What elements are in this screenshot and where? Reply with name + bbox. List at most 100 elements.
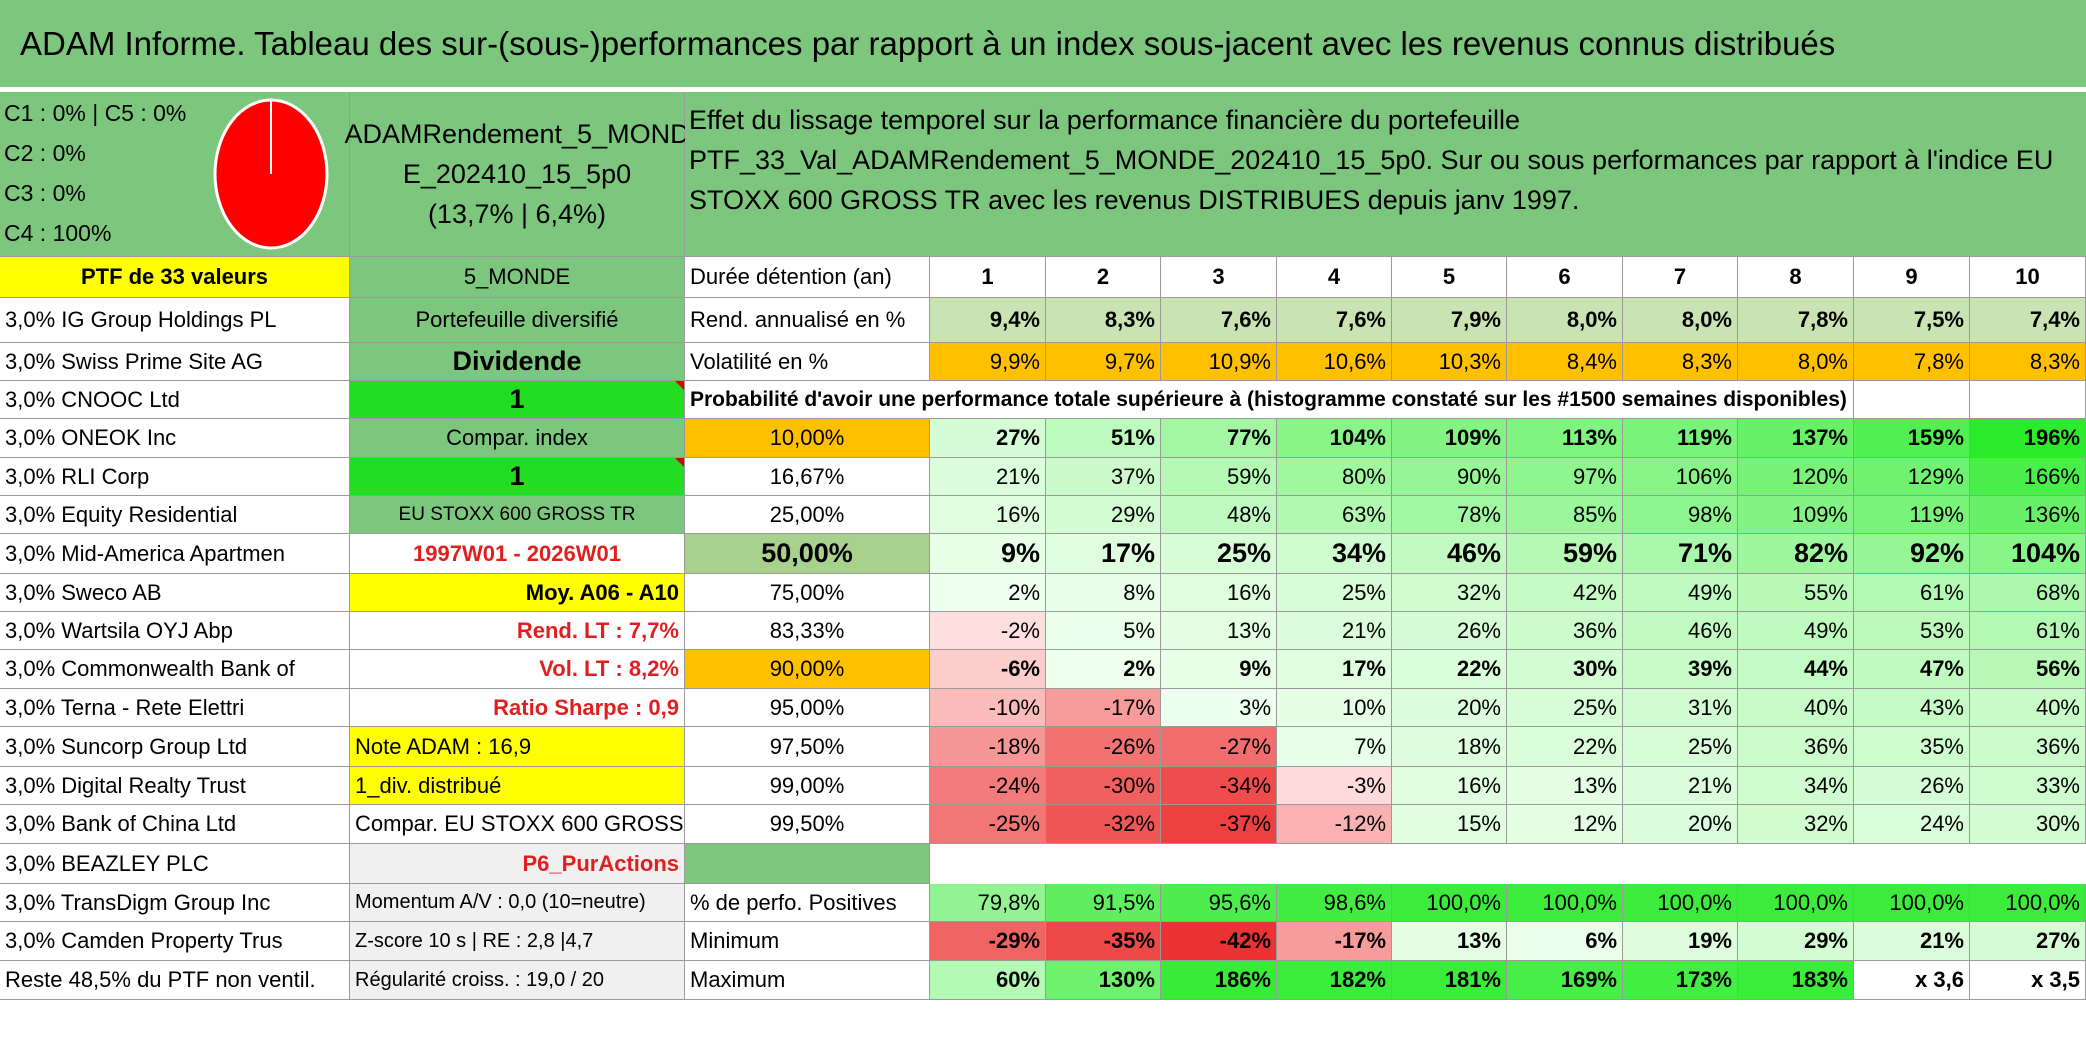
prob-value: 30% [1970, 805, 2086, 844]
year-header-10: 10 [1970, 257, 2086, 298]
prob-value: 21% [1623, 767, 1738, 805]
prob-value: 44% [1738, 650, 1854, 689]
holding-row: 3,0% Equity Residential [0, 496, 350, 534]
holding-row: 3,0% Commonwealth Bank of [0, 650, 350, 689]
holding-row: 3,0% Mid-America Apartmen [0, 534, 350, 574]
prob-value: 32% [1738, 805, 1854, 844]
prob-value: 119% [1623, 419, 1738, 458]
holding-row: 3,0% RLI Corp [0, 458, 350, 496]
empty-cell [1970, 381, 2086, 419]
minimum-value: -35% [1046, 922, 1161, 961]
maximum-label: Maximum [685, 961, 930, 1000]
prob-value: 97% [1507, 458, 1623, 496]
probability-threshold: 16,67% [685, 458, 930, 496]
prob-value: 31% [1623, 689, 1738, 727]
probability-threshold: 50,00% [685, 534, 930, 574]
holding-row: 3,0% Wartsila OYJ Abp [0, 612, 350, 650]
prob-value: 59% [1507, 534, 1623, 574]
prob-value: 63% [1277, 496, 1392, 534]
prob-value: 77% [1161, 419, 1277, 458]
positive-value: 100,0% [1970, 884, 2086, 922]
composition-pie-chart [213, 98, 329, 250]
holding-row: 3,0% Terna - Rete Elettri [0, 689, 350, 727]
prob-value: 159% [1854, 419, 1970, 458]
prob-value: 13% [1507, 767, 1623, 805]
prob-value: 129% [1854, 458, 1970, 496]
prob-value: 17% [1046, 534, 1161, 574]
prob-value: 2% [1046, 650, 1161, 689]
vol-value: 9,9% [930, 343, 1046, 381]
positive-value: 100,0% [1507, 884, 1623, 922]
prob-value: 47% [1854, 650, 1970, 689]
probability-threshold: 99,50% [685, 805, 930, 844]
prob-value: -26% [1046, 727, 1161, 767]
rend-label: Rend. annualisé en % [685, 298, 930, 343]
holding-row: Reste 48,5% du PTF non ventil. [0, 961, 350, 1000]
minimum-value: -42% [1161, 922, 1277, 961]
prob-value: 29% [1046, 496, 1161, 534]
vol-value: 10,6% [1277, 343, 1392, 381]
maximum-value: 60% [930, 961, 1046, 1000]
year-header-9: 9 [1854, 257, 1970, 298]
prob-value: 46% [1392, 534, 1507, 574]
positives-label: % de perfo. Positives [685, 884, 930, 922]
description-line1: Effet du lissage temporel sur la perform… [689, 105, 1520, 135]
prob-value: 136% [1970, 496, 2086, 534]
maximum-value: 182% [1277, 961, 1392, 1000]
year-header-3: 3 [1161, 257, 1277, 298]
prob-value: 196% [1970, 419, 2086, 458]
maximum-value: 169% [1507, 961, 1623, 1000]
prob-value: 9% [1161, 650, 1277, 689]
prob-value: 21% [930, 458, 1046, 496]
holding-row: 3,0% TransDigm Group Inc [0, 884, 350, 922]
holding-row: 3,0% Suncorp Group Ltd [0, 727, 350, 767]
prob-value: -10% [930, 689, 1046, 727]
prob-value: 2% [930, 574, 1046, 612]
report-title: ADAM Informe. Tableau des sur-(sous-)per… [0, 0, 2086, 87]
average-range: Moy. A06 - A10 [350, 574, 685, 612]
prob-value: 24% [1854, 805, 1970, 844]
portfolio-ratio: (13,7% | 6,4%) [427, 199, 607, 229]
prob-value: 21% [1277, 612, 1392, 650]
flag-1: 1 [350, 381, 685, 419]
prob-value: 26% [1392, 612, 1507, 650]
year-header-2: 2 [1046, 257, 1161, 298]
prob-value: 98% [1623, 496, 1738, 534]
holding-row: 3,0% Swiss Prime Site AG [0, 343, 350, 381]
year-header-8: 8 [1738, 257, 1854, 298]
prob-value: 15% [1392, 805, 1507, 844]
rend-value: 7,4% [1970, 298, 2086, 343]
legend-c1-c5: C1 : 0% | C5 : 0% [4, 100, 187, 126]
maximum-value: 130% [1046, 961, 1161, 1000]
prob-value: 30% [1507, 650, 1623, 689]
prob-value: -18% [930, 727, 1046, 767]
prob-value: 10% [1277, 689, 1392, 727]
year-header-1: 1 [930, 257, 1046, 298]
prob-value: 36% [1507, 612, 1623, 650]
holding-row: 3,0% BEAZLEY PLC [0, 844, 350, 884]
prob-value: 78% [1392, 496, 1507, 534]
prob-value: 26% [1854, 767, 1970, 805]
probability-threshold: 83,33% [685, 612, 930, 650]
maximum-value: 183% [1738, 961, 1854, 1000]
rend-value: 7,6% [1161, 298, 1277, 343]
prob-value: 55% [1738, 574, 1854, 612]
prob-value: 7% [1277, 727, 1392, 767]
duration-label: Durée détention (an) [685, 257, 930, 298]
prob-title: Probabilité d'avoir une performance tota… [685, 381, 1854, 419]
prob-value: 42% [1507, 574, 1623, 612]
volatility-lt: Vol. LT : 8,2% [350, 650, 685, 689]
probability-threshold: 75,00% [685, 574, 930, 612]
green-block [685, 844, 930, 884]
prob-value: 25% [1507, 689, 1623, 727]
rend-value: 7,6% [1277, 298, 1392, 343]
positive-value: 100,0% [1854, 884, 1970, 922]
prob-value: 80% [1277, 458, 1392, 496]
rend-value: 8,0% [1623, 298, 1738, 343]
prob-value: 17% [1277, 650, 1392, 689]
prob-value: 8% [1046, 574, 1161, 612]
prob-value: 36% [1738, 727, 1854, 767]
holding-row: 3,0% Sweco AB [0, 574, 350, 612]
rend-value: 7,9% [1392, 298, 1507, 343]
positive-value: 98,6% [1277, 884, 1392, 922]
